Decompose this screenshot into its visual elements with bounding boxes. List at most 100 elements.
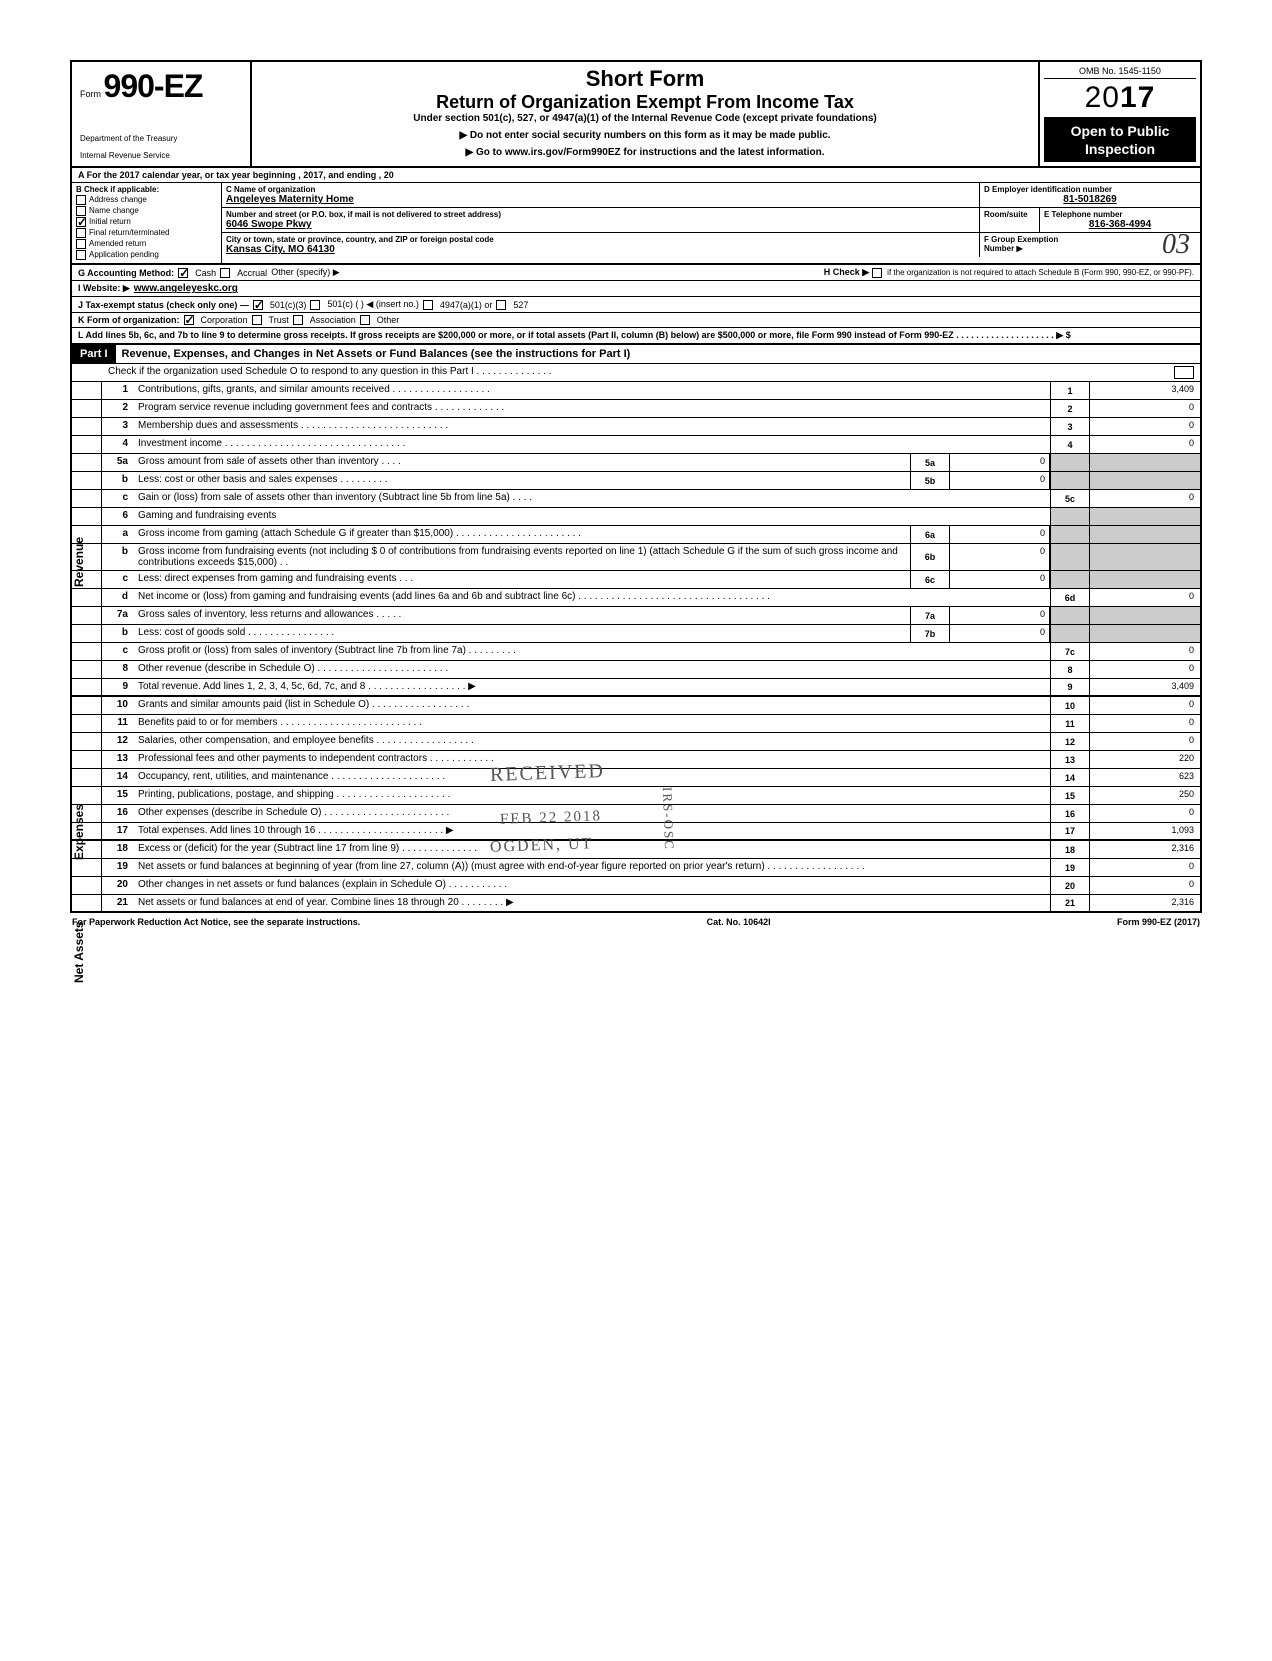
lbl-corporation: Corporation	[201, 315, 248, 325]
lbl-association: Association	[310, 315, 356, 325]
line-desc-l3: Membership dues and assessments . . . . …	[134, 418, 1050, 435]
label-d-ein: D Employer identification number	[984, 185, 1196, 194]
line-num-l1: 1	[102, 382, 134, 399]
line-l5a: 5aGross amount from sale of assets other…	[70, 454, 1202, 472]
line-l9: 9Total revenue. Add lines 1, 2, 3, 4, 5c…	[70, 679, 1202, 697]
lines-block: Revenue Expenses Net Assets 1Contributio…	[70, 382, 1202, 913]
line-num-l6b: b	[102, 544, 134, 570]
right-val-l6d: 0	[1090, 589, 1200, 606]
lbl-other-method: Other (specify) ▶	[271, 267, 339, 278]
line-desc-l6b: Gross income from fundraising events (no…	[134, 544, 910, 570]
right-num-shaded-l5a	[1050, 454, 1090, 471]
right-num-l2: 2	[1050, 400, 1090, 417]
line-l16: 16Other expenses (describe in Schedule O…	[70, 805, 1202, 823]
notice-1: ▶ Do not enter social security numbers o…	[262, 130, 1028, 141]
section-k: K Form of organization: Corporation Trus…	[70, 313, 1202, 328]
line-l1: 1Contributions, gifts, grants, and simil…	[70, 382, 1202, 400]
line-l14: 14Occupancy, rent, utilities, and mainte…	[70, 769, 1202, 787]
chk-schedule-o-part1[interactable]	[1174, 366, 1194, 379]
line-l17: 17Total expenses. Add lines 10 through 1…	[70, 823, 1202, 841]
line-desc-l12: Salaries, other compensation, and employ…	[134, 733, 1050, 750]
line-desc-l15: Printing, publications, postage, and shi…	[134, 787, 1050, 804]
text-l: L Add lines 5b, 6c, and 7b to line 9 to …	[78, 330, 1071, 341]
mid-num-l7b: 7b	[910, 625, 950, 642]
line-desc-l17: Total expenses. Add lines 10 through 16 …	[134, 823, 1050, 839]
lbl-527: 527	[513, 300, 528, 310]
chk-4947[interactable]	[423, 300, 433, 310]
right-num-l15: 15	[1050, 787, 1090, 804]
right-val-shaded-l5b	[1090, 472, 1200, 489]
chk-final-return[interactable]	[76, 228, 86, 238]
right-val-l21: 2,316	[1090, 895, 1200, 911]
line-desc-l6: Gaming and fundraising events	[134, 508, 1050, 525]
mid-val-l5a: 0	[950, 454, 1050, 471]
mid-num-l6a: 6a	[910, 526, 950, 543]
line-desc-l7a: Gross sales of inventory, less returns a…	[134, 607, 910, 624]
form-id-cell: Form 990-EZ Department of the Treasury I…	[72, 62, 252, 166]
line-num-l9: 9	[102, 679, 134, 695]
section-cde: C Name of organization Angeleyes Materni…	[222, 183, 1200, 263]
chk-other-org[interactable]	[360, 315, 370, 325]
tax-year: 2017	[1044, 79, 1196, 118]
section-b-heading: B Check if applicable:	[76, 185, 217, 194]
line-l7a: 7aGross sales of inventory, less returns…	[70, 607, 1202, 625]
chk-initial-return[interactable]	[76, 217, 86, 227]
line-l15: 15Printing, publications, postage, and s…	[70, 787, 1202, 805]
line-desc-l20: Other changes in net assets or fund bala…	[134, 877, 1050, 894]
line-num-l5b: b	[102, 472, 134, 489]
chk-schedule-b[interactable]	[872, 268, 882, 278]
chk-corporation[interactable]	[184, 315, 194, 325]
chk-address-change[interactable]	[76, 195, 86, 205]
chk-501c3[interactable]	[253, 300, 263, 310]
line-num-l6d: d	[102, 589, 134, 606]
lbl-4947: 4947(a)(1) or	[440, 300, 493, 310]
label-room: Room/suite	[984, 210, 1035, 219]
right-num-l18: 18	[1050, 841, 1090, 858]
inspection-box: Open to Public Inspection	[1044, 118, 1196, 162]
line-num-l3: 3	[102, 418, 134, 435]
lbl-501c: 501(c) ( ) ◀ (insert no.)	[327, 299, 418, 310]
line-num-l6: 6	[102, 508, 134, 525]
chk-cash[interactable]	[178, 268, 188, 278]
line-l6: 6Gaming and fundraising events	[70, 508, 1202, 526]
right-val-l15: 250	[1090, 787, 1200, 804]
line-num-l7a: 7a	[102, 607, 134, 624]
line-num-l7c: c	[102, 643, 134, 660]
line-num-l20: 20	[102, 877, 134, 894]
right-val-l14: 623	[1090, 769, 1200, 786]
right-val-shaded-l5a	[1090, 454, 1200, 471]
line-num-l16: 16	[102, 805, 134, 822]
right-val-l9: 3,409	[1090, 679, 1200, 695]
line-num-l10: 10	[102, 697, 134, 714]
line-num-l19: 19	[102, 859, 134, 876]
chk-501c[interactable]	[310, 300, 320, 310]
chk-association[interactable]	[293, 315, 303, 325]
mid-num-l7a: 7a	[910, 607, 950, 624]
right-num-shaded-l6c	[1050, 571, 1090, 588]
street-value: 6046 Swope Pkwy	[226, 219, 975, 230]
right-num-l3: 3	[1050, 418, 1090, 435]
chk-527[interactable]	[496, 300, 506, 310]
right-val-l3: 0	[1090, 418, 1200, 435]
right-val-l16: 0	[1090, 805, 1200, 822]
right-num-l16: 16	[1050, 805, 1090, 822]
chk-application-pending[interactable]	[76, 250, 86, 260]
chk-trust[interactable]	[252, 315, 262, 325]
line-l7c: cGross profit or (loss) from sales of in…	[70, 643, 1202, 661]
chk-amended-return[interactable]	[76, 239, 86, 249]
line-l5b: bLess: cost or other basis and sales exp…	[70, 472, 1202, 490]
line-num-l21: 21	[102, 895, 134, 911]
line-desc-l8: Other revenue (describe in Schedule O) .…	[134, 661, 1050, 678]
title-sub: Return of Organization Exempt From Incom…	[262, 92, 1028, 113]
right-num-l9: 9	[1050, 679, 1090, 695]
line-desc-l14: Occupancy, rent, utilities, and maintena…	[134, 769, 1050, 786]
chk-accrual[interactable]	[220, 268, 230, 278]
line-l19: 19Net assets or fund balances at beginni…	[70, 859, 1202, 877]
right-num-shaded-l6b	[1050, 544, 1090, 570]
form-header: Form 990-EZ Department of the Treasury I…	[70, 60, 1202, 168]
title-under: Under section 501(c), 527, or 4947(a)(1)…	[262, 113, 1028, 124]
right-num-l6d: 6d	[1050, 589, 1090, 606]
right-num-l5c: 5c	[1050, 490, 1090, 507]
mid-val-l6a: 0	[950, 526, 1050, 543]
section-i: I Website: ▶ www.angeleyeskc.org	[70, 281, 1202, 297]
